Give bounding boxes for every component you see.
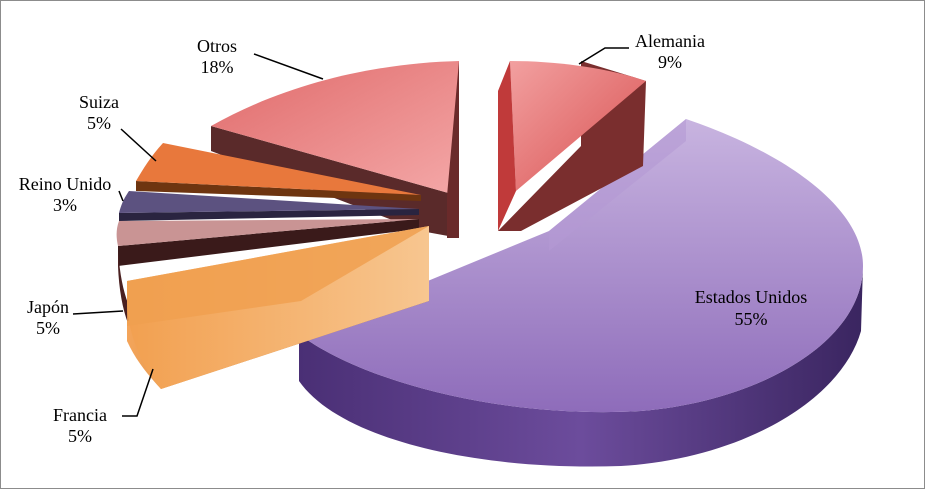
slice-suiza-side [136, 181, 421, 201]
label-francia-value: 5% [68, 426, 92, 446]
label-alemania-name: Alemania [635, 31, 705, 51]
label-estados-unidos-name: Estados Unidos [695, 287, 808, 307]
label-otros-name: Otros [197, 36, 237, 56]
label-reino-unido-value: 3% [53, 195, 77, 215]
slice-japon-side [118, 219, 419, 266]
slice-estados-unidos-top [299, 119, 863, 413]
slice-reino-unido-top [119, 191, 419, 213]
label-otros-value: 18% [201, 57, 234, 77]
slice-francia [127, 226, 429, 389]
leader-line-alemania [578, 47, 629, 65]
leader-line-reino-unido [118, 190, 124, 202]
label-otros: Otros 18% [197, 36, 237, 77]
label-alemania: Alemania 9% [635, 31, 705, 72]
label-suiza: Suiza 5% [79, 92, 119, 133]
label-estados-unidos: Estados Unidos 55% [695, 287, 808, 329]
slice-estados-unidos-wall [549, 119, 686, 251]
label-francia-name: Francia [53, 405, 107, 425]
slice-alemania-top [510, 61, 646, 191]
slice-estados-unidos [299, 119, 863, 467]
leader-line-otros [253, 53, 324, 80]
slice-japon [116, 219, 419, 326]
slice-francia-top-face [127, 226, 429, 326]
label-reino-unido-name: Reino Unido [19, 174, 112, 194]
slice-suiza [136, 143, 421, 201]
label-francia: Francia 5% [53, 405, 107, 446]
label-japon: Japón 5% [27, 297, 69, 338]
label-japon-name: Japón [27, 297, 69, 317]
slice-alemania [498, 61, 646, 231]
slice-alemania-front [498, 61, 516, 231]
slice-japon-top [116, 219, 419, 246]
leader-line-japon [72, 310, 124, 315]
slice-estados-unidos-side [299, 266, 863, 467]
slice-otros-inner [447, 61, 459, 238]
label-suiza-name: Suiza [79, 92, 119, 112]
label-reino-unido: Reino Unido 3% [19, 174, 112, 215]
label-estados-unidos-value: 55% [735, 309, 768, 329]
leader-line-francia [122, 368, 154, 417]
slice-otros-top [211, 61, 459, 196]
label-suiza-value: 5% [87, 113, 111, 133]
leader-line-suiza [120, 128, 157, 162]
slice-japon-front [118, 246, 129, 326]
slice-reino-unido [119, 191, 419, 221]
slice-suiza-top [136, 143, 421, 195]
label-alemania-value: 9% [658, 52, 682, 72]
label-japon-value: 5% [36, 318, 60, 338]
